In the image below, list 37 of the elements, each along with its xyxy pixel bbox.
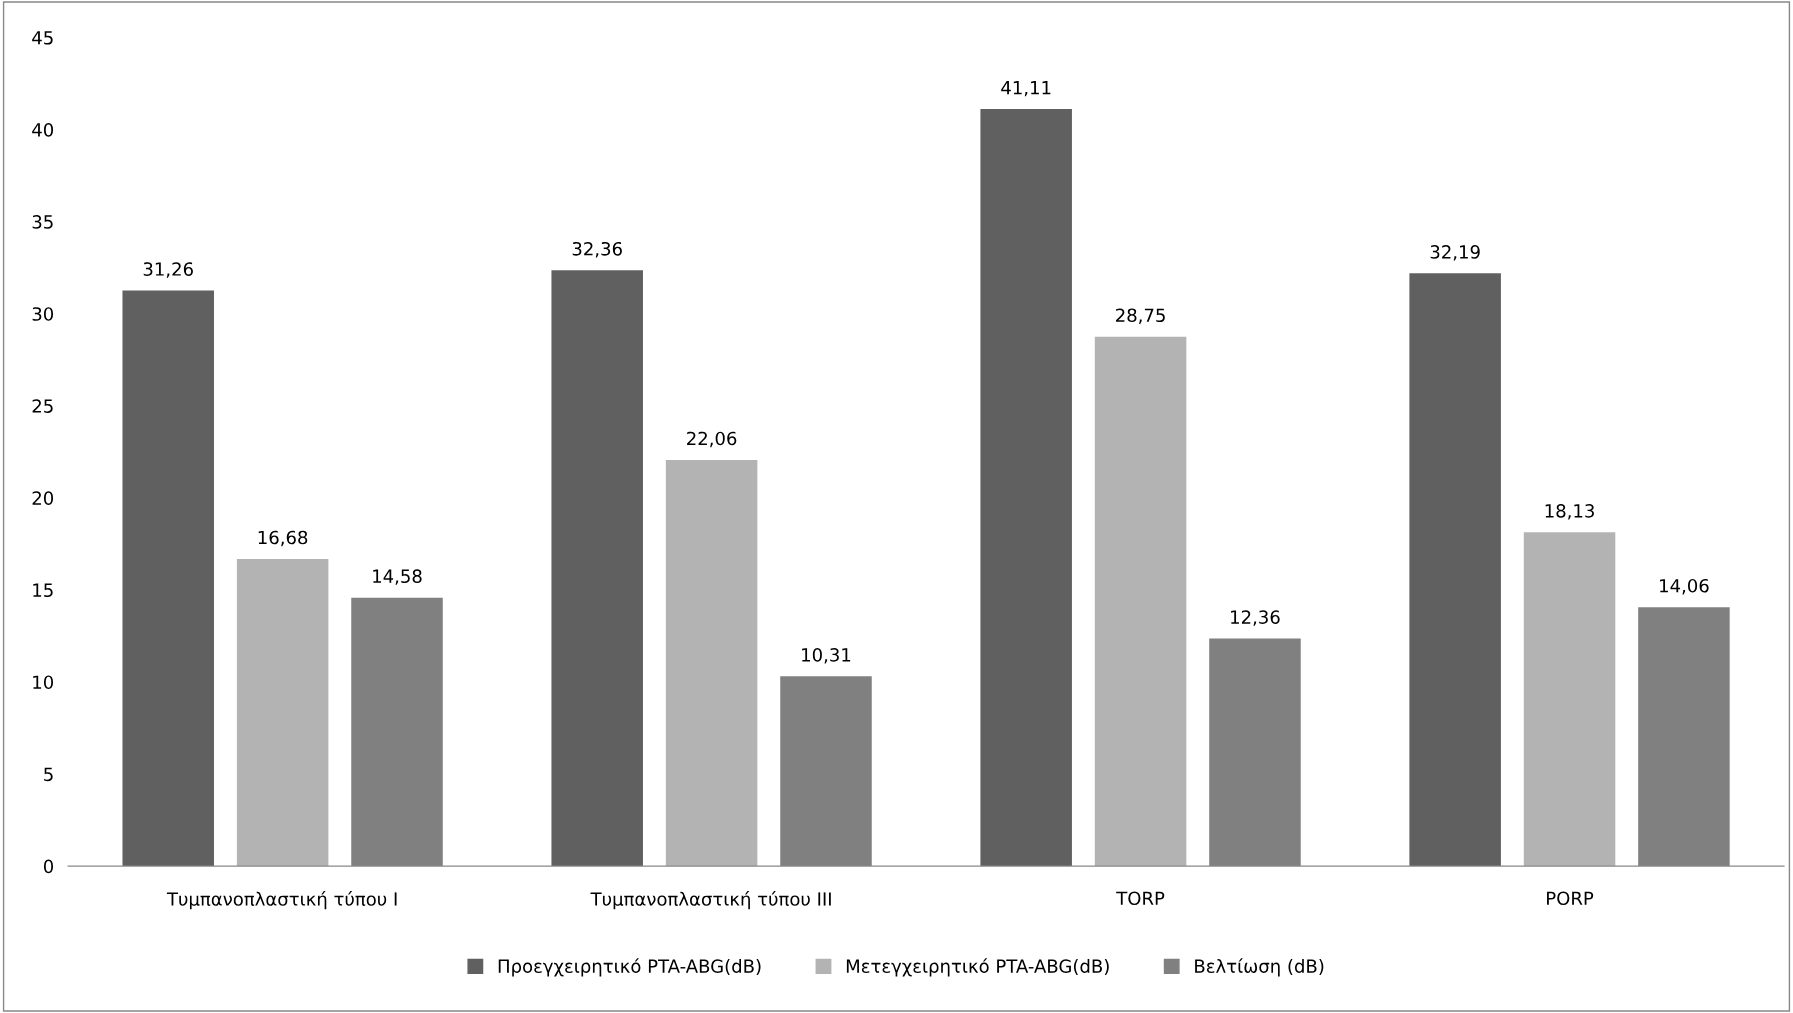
y-tick-label: 15 <box>33 583 53 598</box>
bar <box>665 459 758 867</box>
legend-label: Προεγχειρητικό PTA-ABG(dB) <box>498 958 761 977</box>
x-tick-label: PORP <box>1547 891 1594 906</box>
x-tick-label: Τυμπανοπλαστική τύπου ΙΙΙ <box>590 891 831 910</box>
legend-label: Βελτίωση (dB) <box>1195 958 1324 977</box>
data-label: 10,31 <box>802 648 851 664</box>
data-label: 14,58 <box>373 569 422 585</box>
y-tick-label: 25 <box>32 399 53 413</box>
x-tick-label: TORP <box>1116 891 1165 906</box>
y-tick-label: 10 <box>33 675 54 690</box>
data-label: 14,06 <box>1660 578 1709 595</box>
y-tick-label: 20 <box>32 491 54 505</box>
bar <box>1094 336 1187 867</box>
y-tick-label: 0 <box>43 859 54 874</box>
bar <box>1409 273 1501 867</box>
data-label: 18,13 <box>1545 504 1594 520</box>
bar <box>551 270 643 867</box>
data-label: 31,26 <box>143 262 193 278</box>
y-tick-label: 40 <box>32 123 54 137</box>
data-label: 22,06 <box>687 431 737 448</box>
x-tick-label: Τυμπανοπλαστική τύπου Ι <box>166 891 397 910</box>
legend-label: Μετεγχειρητικό PTA-ABG(dB) <box>846 958 1109 977</box>
y-tick-label: 5 <box>44 767 53 782</box>
data-label: 32,19 <box>1430 245 1480 261</box>
y-tick-label: 45 <box>32 31 53 45</box>
data-label: 41,11 <box>1001 81 1051 97</box>
bar <box>1523 532 1616 867</box>
data-label: 28,75 <box>1116 308 1165 324</box>
bar <box>236 558 329 867</box>
data-label: 32,36 <box>572 241 622 258</box>
bar <box>980 109 1072 867</box>
data-label: 16,68 <box>258 530 308 547</box>
y-tick-label: 30 <box>32 307 54 321</box>
data-label: 12,36 <box>1231 610 1280 626</box>
bar <box>122 290 214 867</box>
y-tick-label: 35 <box>32 215 53 229</box>
